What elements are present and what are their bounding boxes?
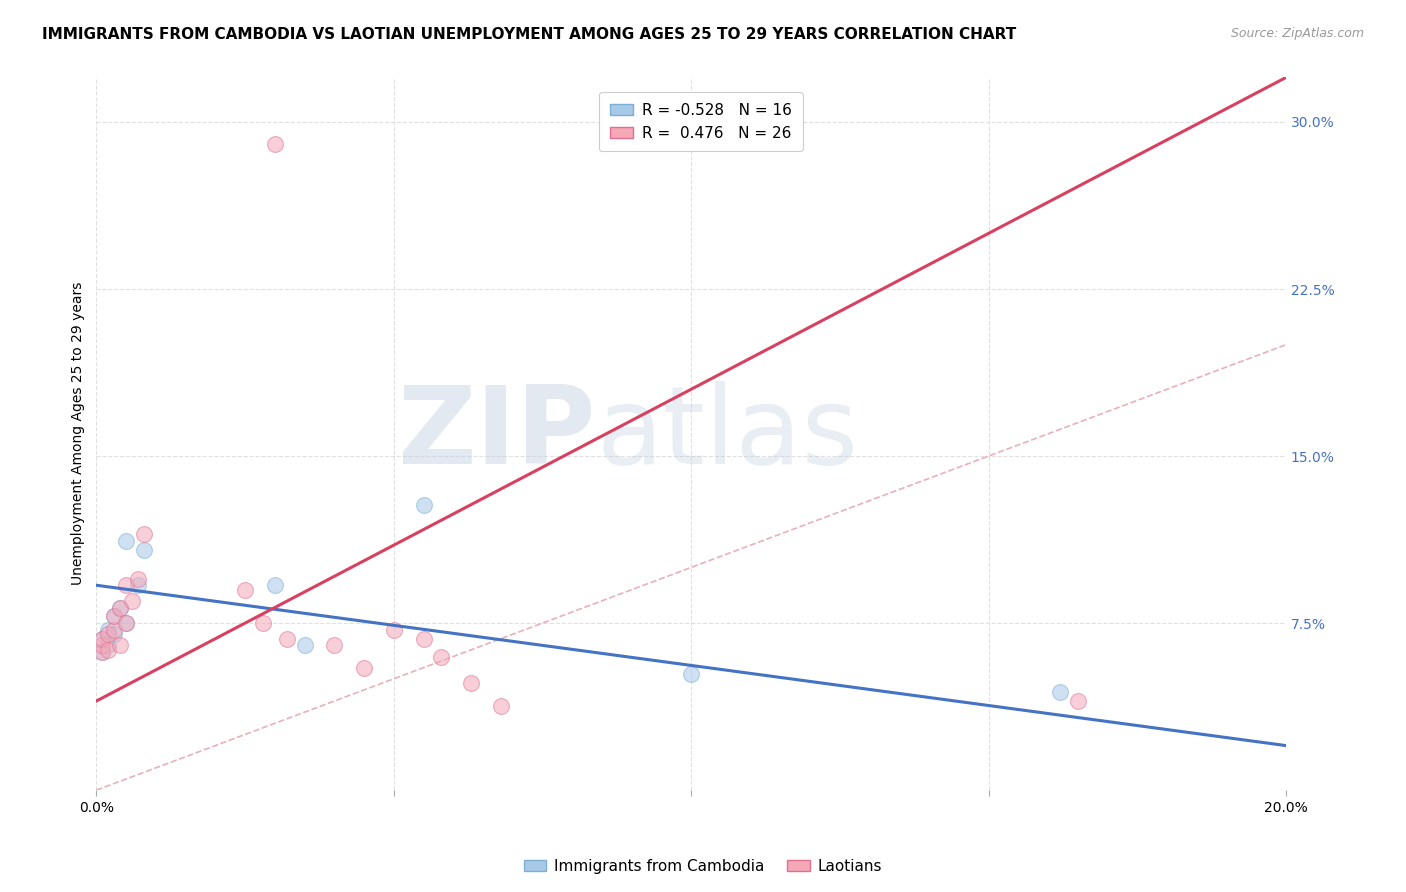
Text: Source: ZipAtlas.com: Source: ZipAtlas.com [1230,27,1364,40]
Point [103,609,125,624]
Point [91,639,114,653]
Point [233,582,256,597]
Legend: Immigrants from Cambodia, Laotians: Immigrants from Cambodia, Laotians [517,853,889,880]
Point [489,698,512,713]
Point [412,632,434,646]
Point [97,643,120,657]
Point [115,616,138,631]
Point [132,542,155,557]
Point [1049,685,1071,699]
Point [91,632,114,646]
Point [323,639,346,653]
Point [430,649,453,664]
Point [108,639,131,653]
Point [132,527,155,541]
Point [97,623,120,637]
Point [103,609,125,624]
Point [252,616,274,631]
Point [276,632,298,646]
Text: atlas: atlas [596,381,858,487]
Point [460,676,482,690]
Point [382,623,405,637]
Point [412,498,434,512]
Point [127,572,149,586]
Point [91,645,114,659]
Point [115,533,138,548]
Point [263,137,285,152]
Text: IMMIGRANTS FROM CAMBODIA VS LAOTIAN UNEMPLOYMENT AMONG AGES 25 TO 29 YEARS CORRE: IMMIGRANTS FROM CAMBODIA VS LAOTIAN UNEM… [42,27,1017,42]
Point [294,639,316,653]
Point [91,632,114,646]
Point [91,645,114,659]
Point [681,667,703,681]
Point [127,578,149,592]
Legend: R = -0.528   N = 16, R =  0.476   N = 26: R = -0.528 N = 16, R = 0.476 N = 26 [599,92,803,152]
Point [108,600,131,615]
Y-axis label: Unemployment Among Ages 25 to 29 years: Unemployment Among Ages 25 to 29 years [72,282,86,585]
Point [115,616,138,631]
Text: ZIP: ZIP [398,381,596,487]
Point [103,623,125,637]
Point [97,627,120,641]
Point [121,594,143,608]
Point [263,578,285,592]
Point [115,578,138,592]
Point [353,660,375,674]
Point [1067,694,1090,708]
Point [97,639,120,653]
Point [103,627,125,641]
Point [108,600,131,615]
